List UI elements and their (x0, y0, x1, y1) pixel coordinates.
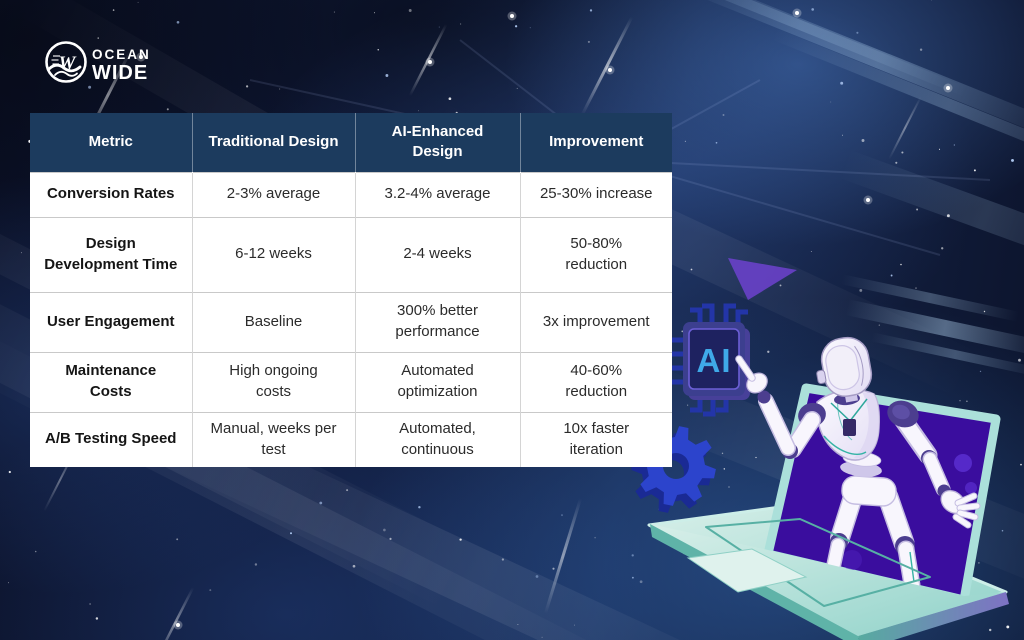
meteor-streaks (43, 16, 922, 640)
ai-enhanced-cell: 300% better performance (355, 291, 521, 352)
metric-cell: Design Development Time (30, 216, 193, 292)
metric-cell: User Engagement (30, 291, 193, 352)
robot-head (816, 336, 873, 403)
traditional-cell: 6-12 weeks (192, 216, 356, 292)
improvement-cell: 25-30% increase (520, 171, 672, 217)
header-cell-traditional: Traditional Design (192, 113, 356, 172)
brand-name-top: OCEAN (92, 47, 151, 62)
ai-chip-icon: AI (666, 303, 750, 417)
traditional-cell: Baseline (192, 291, 356, 352)
table-row: A/B Testing Speed Manual, weeks per test… (30, 411, 672, 467)
logo-monogram-icon: W (45, 41, 87, 83)
ai-enhanced-cell: Automated, continuous (355, 411, 521, 467)
improvement-cell: 50-80% reduction (520, 216, 672, 292)
traditional-cell: High ongoing costs (192, 351, 356, 412)
table-row: User Engagement Baseline 300% better per… (30, 291, 672, 352)
improvement-cell: 40-60% reduction (520, 351, 672, 412)
table-body: Conversion Rates 2-3% average 3.2-4% ave… (30, 171, 672, 467)
comparison-table: Metric Traditional Design AI-Enhanced De… (30, 113, 672, 467)
metric-cell: Conversion Rates (30, 171, 193, 217)
purple-triangle-accent (728, 258, 797, 300)
metric-cell: Maintenance Costs (30, 351, 193, 412)
robot (735, 336, 981, 594)
ai-enhanced-cell: 2-4 weeks (355, 216, 521, 292)
header-cell-improvement: Improvement (520, 113, 672, 172)
improvement-cell: 10x faster iteration (520, 411, 672, 467)
ai-enhanced-cell: Automated optimization (355, 351, 521, 412)
ai-enhanced-cell: 3.2-4% average (355, 171, 521, 217)
brand-logo: W OCEAN WIDE (45, 41, 151, 84)
table-row: Maintenance Costs High ongoing costs Aut… (30, 351, 672, 412)
chip-label: AI (697, 342, 732, 379)
laptop-deck-front (650, 518, 1009, 640)
header-cell-metric: Metric (30, 113, 193, 172)
improvement-cell: 3x improvement (520, 291, 672, 352)
traditional-cell: Manual, weeks per test (192, 411, 356, 467)
table-header-row: Metric Traditional Design AI-Enhanced De… (30, 113, 672, 172)
table-row: Design Development Time 6-12 weeks 2-4 w… (30, 216, 672, 292)
brand-name-bottom: WIDE (92, 62, 148, 84)
header-cell-ai-enhanced: AI-Enhanced Design (355, 113, 521, 172)
table-row: Conversion Rates 2-3% average 3.2-4% ave… (30, 171, 672, 217)
traditional-cell: 2-3% average (192, 171, 356, 217)
metric-cell: A/B Testing Speed (30, 411, 193, 467)
